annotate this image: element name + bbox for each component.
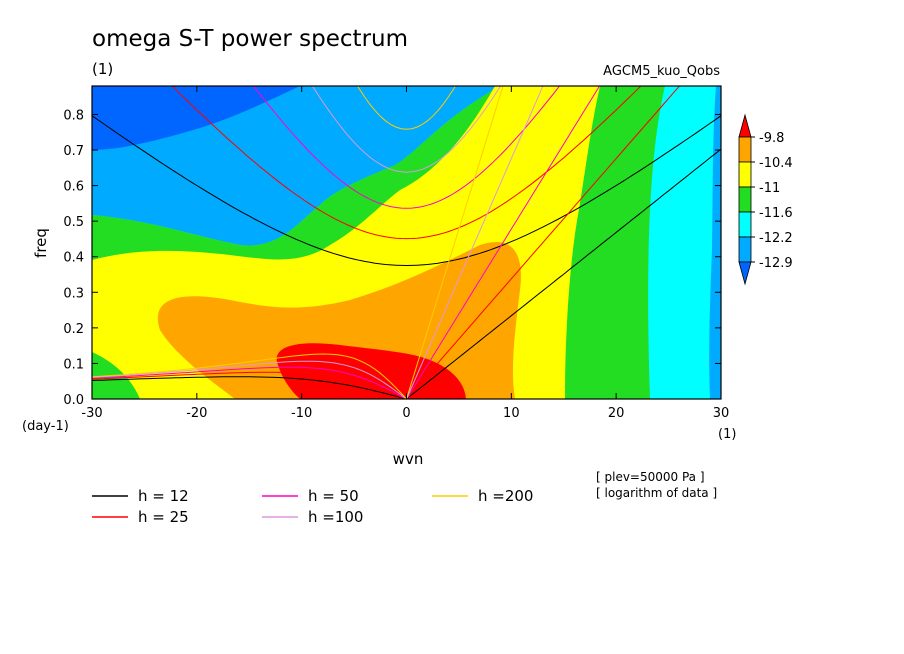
- rossby-curve: [92, 360, 407, 399]
- x-tick-label: 0: [402, 406, 410, 421]
- gravity-curve: [171, 86, 642, 240]
- legend-label: h = 50: [308, 487, 359, 505]
- units-label: (1): [92, 60, 113, 78]
- y-tick-label: 0.3: [63, 286, 84, 301]
- legend-label: h = 12: [138, 487, 189, 505]
- legend-label: h =100: [308, 508, 363, 526]
- colorbar-label: -9.8: [759, 131, 784, 146]
- x-tick-label: -20: [186, 406, 207, 421]
- x-tick-label: 30: [713, 406, 730, 421]
- y-tick-label: 0.1: [63, 357, 84, 372]
- colorbar-label: -12.9: [759, 256, 793, 271]
- legend-label: h = 25: [138, 508, 189, 526]
- legend: h = 12 h = 25 h = 50 h =100 h =200: [92, 487, 533, 526]
- kelvin-curve: [406, 86, 504, 399]
- field-region-darkblue-left: [92, 143, 255, 191]
- axis-ticks: -30 -20 -10 0 10 20 30 0.0 0.1 0.2 0.3 0.4 0.5 0.6 0.7…: [63, 86, 729, 421]
- gravity-curve: [357, 86, 456, 130]
- chart-title: omega S-T power spectrum: [92, 26, 408, 52]
- colorbar: -9.8 -10.4 -11 -11.6 -12.2 -12.9: [738, 113, 793, 286]
- y-tick-label: 0.8: [63, 108, 84, 123]
- rossby-curve: [92, 353, 407, 399]
- kelvin-curve: [406, 86, 601, 399]
- gravity-curve: [252, 86, 561, 209]
- colorbar-top-arrow: [738, 113, 752, 138]
- colorbar-swatch: [738, 211, 752, 238]
- field-region-darkblue: [92, 86, 300, 150]
- colorbar-swatch: [738, 136, 752, 163]
- field-region-lightblue-right: [709, 86, 721, 399]
- x-axis-label: wvn: [393, 450, 424, 468]
- colorbar-label: -11.6: [759, 206, 793, 221]
- y-tick-label: 0.2: [63, 322, 84, 337]
- x-tick-label: 20: [608, 406, 625, 421]
- x-tick-label: -10: [291, 406, 312, 421]
- gravity-curve: [311, 86, 502, 173]
- rossby-curve: [92, 376, 407, 399]
- dispersion-curves: [92, 86, 721, 399]
- gravity-curve: [92, 115, 721, 267]
- rossby-curve: [92, 371, 407, 399]
- y-unit-label: (day-1): [22, 419, 69, 434]
- experiment-label: AGCM5_kuo_Qobs: [603, 64, 720, 79]
- x-tick-label: -30: [81, 406, 102, 421]
- colorbar-label: -12.2: [759, 231, 793, 246]
- y-axis-label: freq: [32, 228, 50, 258]
- note-plev: [ plev=50000 Pa ]: [596, 470, 705, 484]
- power-field: [92, 86, 721, 399]
- y-tick-label: 0.4: [63, 251, 84, 266]
- kelvin-curve: [406, 86, 681, 399]
- colorbar-swatch: [738, 161, 752, 188]
- y-tick-label: 0.5: [63, 215, 84, 230]
- colorbar-swatch: [738, 236, 752, 263]
- colorbar-label: -11: [759, 181, 780, 196]
- y-tick-label: 0.0: [63, 393, 84, 408]
- colorbar-label: -10.4: [759, 156, 793, 171]
- colorbar-bottom-arrow: [738, 261, 752, 286]
- kelvin-curve: [406, 148, 721, 399]
- y-tick-label: 0.7: [63, 144, 84, 159]
- x-tick-label: 10: [503, 406, 520, 421]
- kelvin-curve: [406, 86, 544, 399]
- note-log: [ logarithm of data ]: [596, 486, 717, 500]
- x-unit-label: (1): [718, 427, 736, 442]
- rossby-curve: [92, 366, 407, 399]
- y-tick-label: 0.6: [63, 180, 84, 195]
- colorbar-swatch: [738, 186, 752, 213]
- legend-label: h =200: [478, 487, 533, 505]
